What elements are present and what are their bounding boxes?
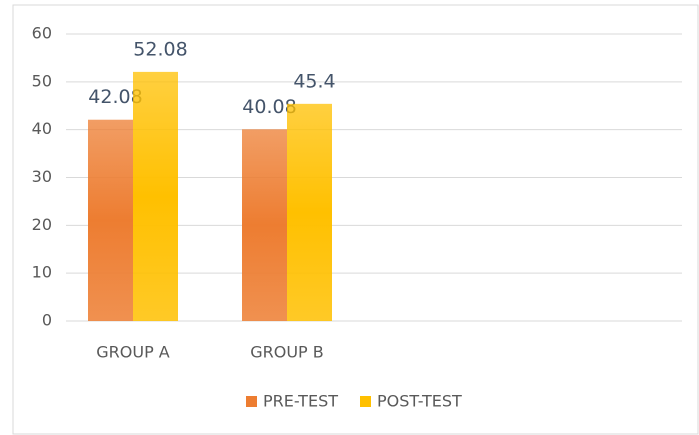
bar [88, 119, 133, 321]
y-tick-label: 40 [32, 119, 52, 138]
x-tick-label: GROUP A [96, 343, 170, 362]
bar [133, 71, 178, 321]
y-tick-label: 30 [32, 167, 52, 186]
y-tick-label: 20 [32, 215, 52, 234]
y-tick-label: 60 [32, 24, 52, 43]
bar [242, 129, 287, 321]
data-label: 42.08 [88, 86, 142, 108]
legend-label: POST-TEST [377, 392, 462, 411]
y-tick-label: 10 [32, 263, 52, 282]
legend-label: PRE-TEST [263, 392, 338, 411]
data-label: 52.08 [133, 38, 187, 60]
data-label: 40.08 [242, 96, 296, 118]
legend-swatch [246, 396, 257, 407]
y-tick-label: 50 [32, 71, 52, 90]
data-label: 45.4 [293, 70, 335, 92]
bar [287, 103, 332, 321]
y-tick-label: 0 [42, 311, 52, 330]
legend-swatch [360, 396, 371, 407]
x-tick-label: GROUP B [250, 343, 324, 362]
